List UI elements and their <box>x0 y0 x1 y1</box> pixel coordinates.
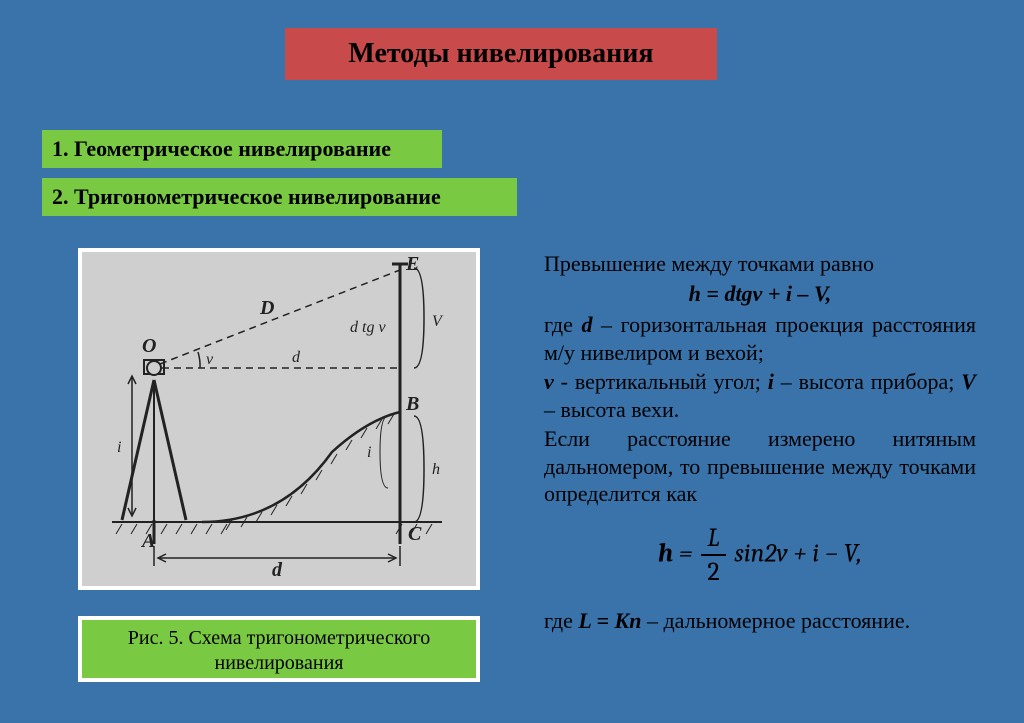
list-item-1: 1. Геометрическое нивелирование <box>42 130 442 168</box>
text-p3: v - вертикальный угол; i – высота прибор… <box>544 368 976 423</box>
page-title: Методы нивелирования <box>285 28 717 80</box>
label-B: B <box>405 393 419 415</box>
text-p2: где d – горизонтальная проекция расстоян… <box>544 311 976 366</box>
label-d-mid: d <box>292 349 301 366</box>
label-v: v <box>206 351 214 368</box>
text-p5: где L = Kn – дальномерное расстояние. <box>544 607 976 635</box>
text-line-1: Превышение между точками равно <box>544 250 976 278</box>
label-d-bottom: d <box>272 559 283 581</box>
label-i-right: i <box>367 444 371 461</box>
formula2-rhs: sin2v + i − V, <box>734 538 862 568</box>
text-p4: Если расстояние измерено нитяным дальном… <box>544 425 976 508</box>
diagram-figure: O E B C A D d v i V d tg v h i d <box>78 248 480 590</box>
label-A: A <box>140 530 155 552</box>
label-h: h <box>432 461 440 478</box>
formula2-num: L <box>701 522 725 557</box>
formula2-den: 2 <box>701 556 725 589</box>
trig-levelling-diagram: O E B C A D d v i V d tg v h i d <box>82 252 476 586</box>
formula-1: h = dtgv + i – V, <box>544 280 976 308</box>
list-item-2: 2. Тригонометрическое нивелирование <box>42 178 517 216</box>
label-D-line: D <box>259 297 274 319</box>
label-dtgv: d tg v <box>350 319 386 336</box>
label-i-left: i <box>117 439 121 456</box>
figure-caption: Рис. 5. Схема тригонометрического нивели… <box>78 616 480 682</box>
label-C: C <box>408 523 422 545</box>
formula-2: h = L 2 sin2v + i − V, <box>544 522 976 589</box>
label-E: E <box>405 253 419 275</box>
label-O: O <box>142 335 156 357</box>
title-text: Методы нивелирования <box>348 38 653 70</box>
explanation-text: Превышение между точками равно h = dtgv … <box>544 250 976 636</box>
